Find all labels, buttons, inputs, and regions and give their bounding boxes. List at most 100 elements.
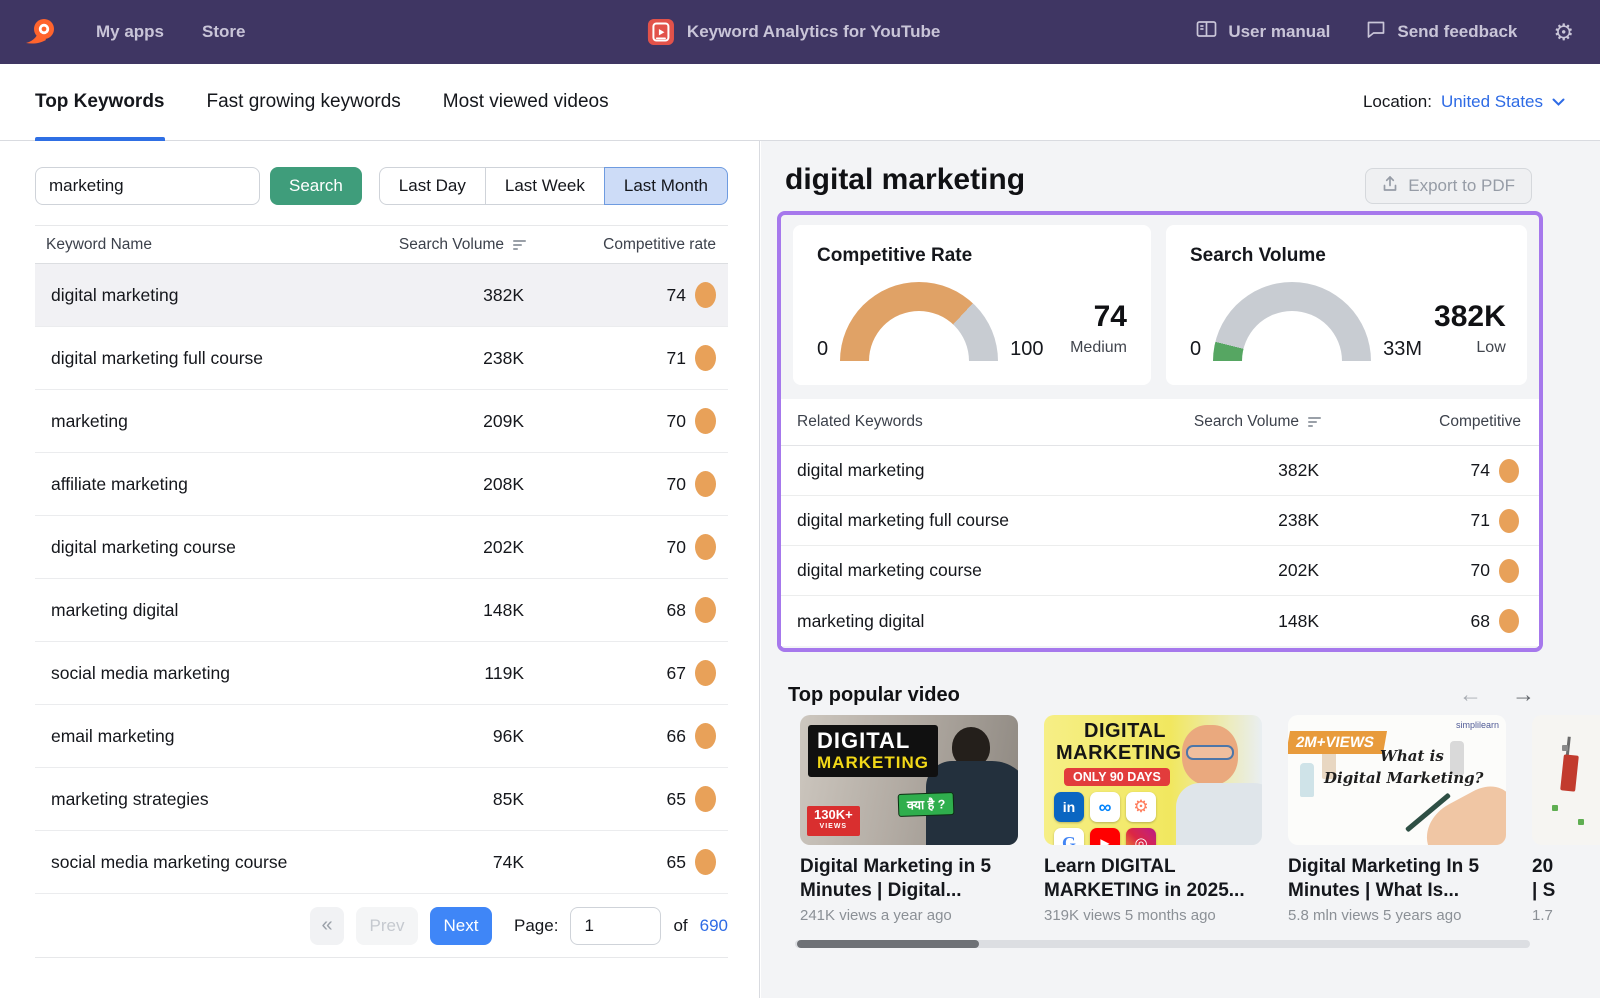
prev-page-button[interactable]: Prev (356, 906, 418, 945)
tab-most-viewed-videos[interactable]: Most viewed videos (442, 91, 609, 112)
nav-my-apps[interactable]: My apps (96, 22, 165, 41)
send-feedback-link[interactable]: Send feedback (1366, 20, 1517, 44)
table-row[interactable]: email marketing 96K 66 (35, 705, 728, 768)
search-volume-gauge (1213, 282, 1372, 361)
row-volume: 209K (483, 410, 524, 431)
gear-icon[interactable]: ⚙ (1553, 18, 1574, 45)
arrow-left-icon[interactable]: ← (1459, 681, 1482, 707)
selected-keyword-title: digital marketing (785, 163, 1026, 196)
video-card[interactable]: 2M+VIEWS What is Digital Marketing? simp… (1288, 715, 1506, 924)
total-pages: 690 (699, 915, 728, 935)
video-thumbnail[interactable] (1532, 715, 1600, 845)
tab-bar: Top Keywords Fast growing keywords Most … (0, 64, 1600, 141)
page-number-input[interactable] (570, 906, 662, 945)
row-rate: 68 (1470, 610, 1490, 631)
row-keyword: digital marketing (51, 284, 179, 305)
table-row[interactable]: digital marketing course 202K 70 (35, 516, 728, 579)
row-keyword: social media marketing (51, 662, 230, 683)
video-title[interactable]: Digital Marketing in 5 Minutes | Digital… (800, 856, 992, 901)
tab-top-keywords[interactable]: Top Keywords (35, 64, 165, 141)
thumb-text: MARKETING (1056, 742, 1182, 764)
video-title[interactable]: 20 | S (1532, 856, 1556, 901)
related-keywords-header: Related Keywords Search Volume Competiti… (781, 399, 1539, 446)
video-title[interactable]: Digital Marketing In 5 Minutes | What Is… (1288, 856, 1480, 901)
col-competitive: Competitive (1439, 413, 1521, 430)
location-value[interactable]: United States (1440, 92, 1543, 111)
search-button[interactable]: Search (270, 167, 362, 205)
row-rate: 74 (666, 284, 686, 305)
scrollbar-thumb[interactable] (797, 940, 979, 948)
table-row[interactable]: affiliate marketing 208K 70 (35, 453, 728, 516)
thumb-text: MARKETING (817, 753, 929, 772)
video-title[interactable]: Learn DIGITAL MARKETING in 2025... (1044, 856, 1245, 901)
related-row[interactable]: digital marketing course 202K 70 (781, 546, 1539, 596)
thumb-text: What is (1380, 747, 1444, 765)
location-selector[interactable]: Location: United States (1363, 92, 1565, 112)
table-row[interactable]: digital marketing 382K 74 (35, 264, 728, 327)
simplilearn-logo: simplilearn (1455, 720, 1499, 730)
rate-dot-icon (695, 408, 716, 434)
of-label: of (673, 915, 688, 935)
user-manual-link[interactable]: User manual (1196, 20, 1330, 44)
upload-icon (1382, 175, 1398, 197)
filter-last-week[interactable]: Last Week (484, 167, 605, 205)
linkedin-icon: in (1054, 792, 1084, 822)
table-row[interactable]: social media marketing 119K 67 (35, 642, 728, 705)
table-row[interactable]: marketing strategies 85K 65 (35, 768, 728, 831)
app-title: Keyword Analytics for YouTube (686, 22, 941, 41)
related-keywords-table: Related Keywords Search Volume Competiti… (781, 399, 1539, 646)
col-search-volume: Search Volume (1193, 413, 1299, 430)
video-card[interactable]: DIGITAL MARKETING क्या है ? 130K+ VIEWS … (800, 715, 1018, 924)
row-keyword: digital marketing course (51, 536, 236, 557)
gauge-value: 74 (1093, 300, 1127, 333)
video-thumbnail[interactable]: DIGITAL MARKETING क्या है ? 130K+ VIEWS (800, 715, 1018, 845)
row-volume: 238K (1278, 510, 1319, 530)
table-row[interactable]: digital marketing full course 238K 71 (35, 327, 728, 390)
views-badge: 2M+VIEWS (1288, 731, 1387, 754)
table-row[interactable]: marketing digital 148K 68 (35, 579, 728, 642)
row-rate: 66 (666, 725, 686, 746)
related-row[interactable]: digital marketing full course 238K 71 (781, 496, 1539, 546)
chevron-down-icon (1552, 92, 1565, 112)
row-keyword: email marketing (51, 725, 175, 746)
rate-dot-icon (1499, 508, 1519, 533)
video-thumbnail[interactable]: 2M+VIEWS What is Digital Marketing? simp… (1288, 715, 1506, 845)
filter-last-month[interactable]: Last Month (603, 167, 728, 205)
video-card[interactable]: 20 | S 1.7 (1532, 715, 1600, 924)
rate-dot-icon (1499, 609, 1519, 633)
instagram-icon: ◎ (1126, 828, 1156, 845)
rate-dot-icon (695, 534, 716, 560)
next-page-button[interactable]: Next (430, 906, 492, 945)
chat-bubble-icon (1366, 20, 1386, 44)
search-input[interactable] (35, 167, 260, 205)
row-keyword: digital marketing course (797, 560, 982, 580)
export-to-pdf-button[interactable]: Export to PDF (1365, 168, 1532, 204)
arrow-right-icon[interactable]: → (1512, 681, 1535, 707)
row-rate: 70 (1470, 560, 1490, 580)
top-navbar: My apps Store Keyword Analytics for YouT… (0, 0, 1600, 64)
thumb-text: DIGITAL (1084, 720, 1167, 742)
location-label: Location: (1362, 92, 1432, 111)
semrush-logo-icon[interactable] (22, 15, 58, 49)
horizontal-scrollbar[interactable] (795, 940, 1530, 948)
filter-last-day[interactable]: Last Day (378, 167, 486, 205)
row-volume: 208K (483, 473, 524, 494)
sort-desc-icon[interactable] (513, 239, 526, 250)
row-rate: 70 (666, 473, 686, 494)
table-row[interactable]: marketing 209K 70 (35, 390, 728, 453)
rate-dot-icon (695, 723, 716, 749)
competitive-rate-card: Competitive Rate 0 100 74 Medium (793, 225, 1151, 385)
pagination: « Prev Next Page: of 690 (35, 894, 728, 958)
video-card[interactable]: DIGITAL MARKETING ONLY 90 DAYS in ∞ ⚙ G … (1044, 715, 1262, 924)
meta-icon: ∞ (1090, 792, 1120, 822)
gauge-level: Low (1476, 339, 1506, 356)
sort-desc-icon[interactable] (1308, 417, 1321, 427)
related-row[interactable]: digital marketing 382K 74 (781, 446, 1539, 496)
first-page-button[interactable]: « (310, 906, 344, 945)
related-row[interactable]: marketing digital 148K 68 (781, 596, 1539, 646)
youtube-icon: ▶ (1090, 828, 1120, 845)
video-thumbnail[interactable]: DIGITAL MARKETING ONLY 90 DAYS in ∞ ⚙ G … (1044, 715, 1262, 845)
tab-fast-growing-keywords[interactable]: Fast growing keywords (206, 91, 401, 112)
table-row[interactable]: social media marketing course 74K 65 (35, 831, 728, 894)
nav-store[interactable]: Store (202, 22, 246, 41)
